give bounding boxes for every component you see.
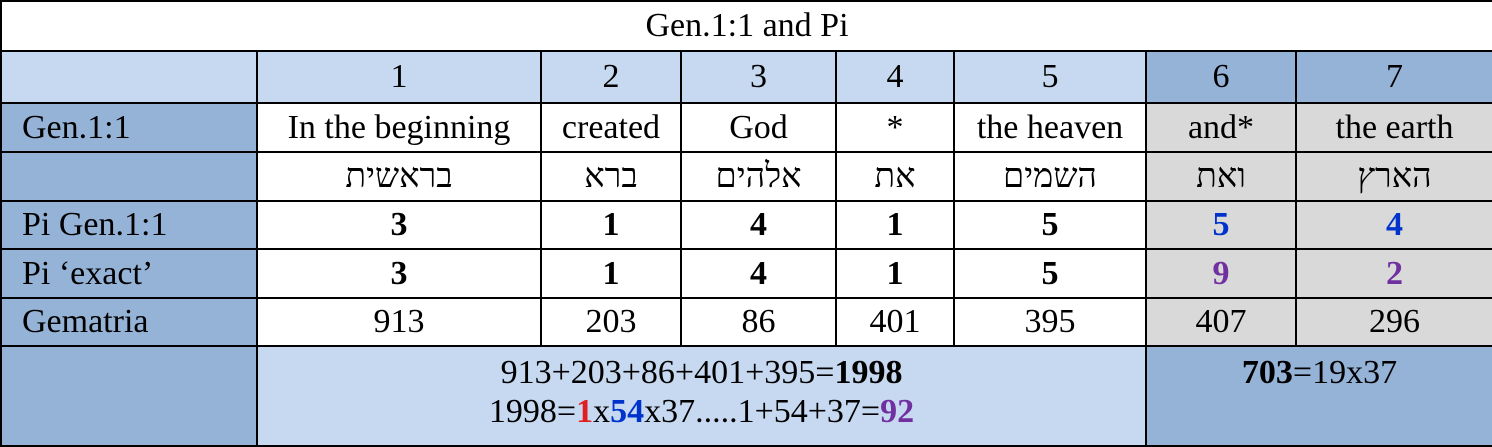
cell: 203 xyxy=(540,297,682,347)
summary-row: 913+203+86+401+395=1998 1998=1x54x37.....… xyxy=(0,345,1492,447)
factor-part: 54 xyxy=(610,393,645,431)
cell: אלהים xyxy=(680,151,837,202)
cell: השמים xyxy=(953,151,1147,202)
row-label: Gen.1:1 xyxy=(0,102,258,153)
row-label: Pi ‘exact’ xyxy=(0,248,258,299)
factor-part: 1 xyxy=(576,393,594,431)
row-label: Gematria xyxy=(0,297,258,347)
factor-part: 1998= xyxy=(488,393,577,431)
row: Gen.1:1 In the beginning created God * the he… xyxy=(0,102,1492,153)
cell: 5 xyxy=(953,248,1147,299)
cell: created xyxy=(540,102,682,153)
column-number: 3 xyxy=(680,50,837,104)
column-number: 5 xyxy=(953,50,1147,104)
row: Pi Gen.1:1 3 1 4 1 5 5 4 xyxy=(0,200,1492,250)
cell: את xyxy=(835,151,955,202)
title-row: Gen.1:1 and Pi xyxy=(0,0,1492,52)
cell: 1 xyxy=(835,248,955,299)
cell: ברא xyxy=(540,151,682,202)
row-label xyxy=(0,151,258,202)
cell: 3 xyxy=(256,200,542,250)
row: בראשית ברא אלהים את השמים ואת הארץ xyxy=(0,151,1492,202)
cell: בראשית xyxy=(256,151,542,202)
cell: 913 xyxy=(256,297,542,347)
cell: and* xyxy=(1145,102,1297,153)
cell: the heaven xyxy=(953,102,1147,153)
factor-part: x xyxy=(593,393,611,431)
cell: 5 xyxy=(1145,200,1297,250)
column-number: 4 xyxy=(835,50,955,104)
factor-line: 1998=1x54x37.....1+54+37=92 xyxy=(258,392,1145,431)
cell: 395 xyxy=(953,297,1147,347)
factor-part: x37.....1+54+37= xyxy=(644,393,881,431)
cell: 4 xyxy=(1294,200,1492,250)
cell: 3 xyxy=(256,248,542,299)
cell: 4 xyxy=(680,200,837,250)
summary-label xyxy=(0,345,258,447)
row-label: Pi Gen.1:1 xyxy=(0,200,258,250)
total: 1998 xyxy=(834,354,903,391)
right-rest: =19x37 xyxy=(1292,354,1398,391)
summary-left: 913+203+86+401+395=1998 1998=1x54x37.....… xyxy=(256,345,1147,447)
cell: 401 xyxy=(835,297,955,347)
cell: 1 xyxy=(835,200,955,250)
cell: * xyxy=(835,102,955,153)
cell: God xyxy=(680,102,837,153)
cell: הארץ xyxy=(1294,151,1492,202)
cell: 5 xyxy=(953,200,1147,250)
equation: 913+203+86+401+395= xyxy=(500,354,835,391)
column-number: 2 xyxy=(540,50,682,104)
cell: 407 xyxy=(1145,297,1297,347)
cell: ואת xyxy=(1145,151,1297,202)
cell: 86 xyxy=(680,297,837,347)
right-number: 703 xyxy=(1241,354,1293,391)
cell: 9 xyxy=(1145,248,1297,299)
cell: 1 xyxy=(540,200,682,250)
column-number: 6 xyxy=(1145,50,1297,104)
equation-line: 913+203+86+401+395=1998 xyxy=(258,353,1145,392)
cell: 2 xyxy=(1294,248,1492,299)
row: Gematria 913 203 86 401 395 407 296 xyxy=(0,297,1492,347)
cell: 296 xyxy=(1294,297,1492,347)
cell: the earth xyxy=(1294,102,1492,153)
row: Pi ‘exact’ 3 1 4 1 5 9 2 xyxy=(0,248,1492,299)
cell: 4 xyxy=(680,248,837,299)
corner xyxy=(0,50,258,104)
cell: In the beginning xyxy=(256,102,542,153)
factor-part: 92 xyxy=(880,393,915,431)
summary-right: 703=19x37 xyxy=(1144,345,1492,447)
cell: 1 xyxy=(540,248,682,299)
column-number: 7 xyxy=(1294,50,1492,104)
title: Gen.1:1 and Pi xyxy=(0,0,1492,52)
column-number: 1 xyxy=(256,50,542,104)
